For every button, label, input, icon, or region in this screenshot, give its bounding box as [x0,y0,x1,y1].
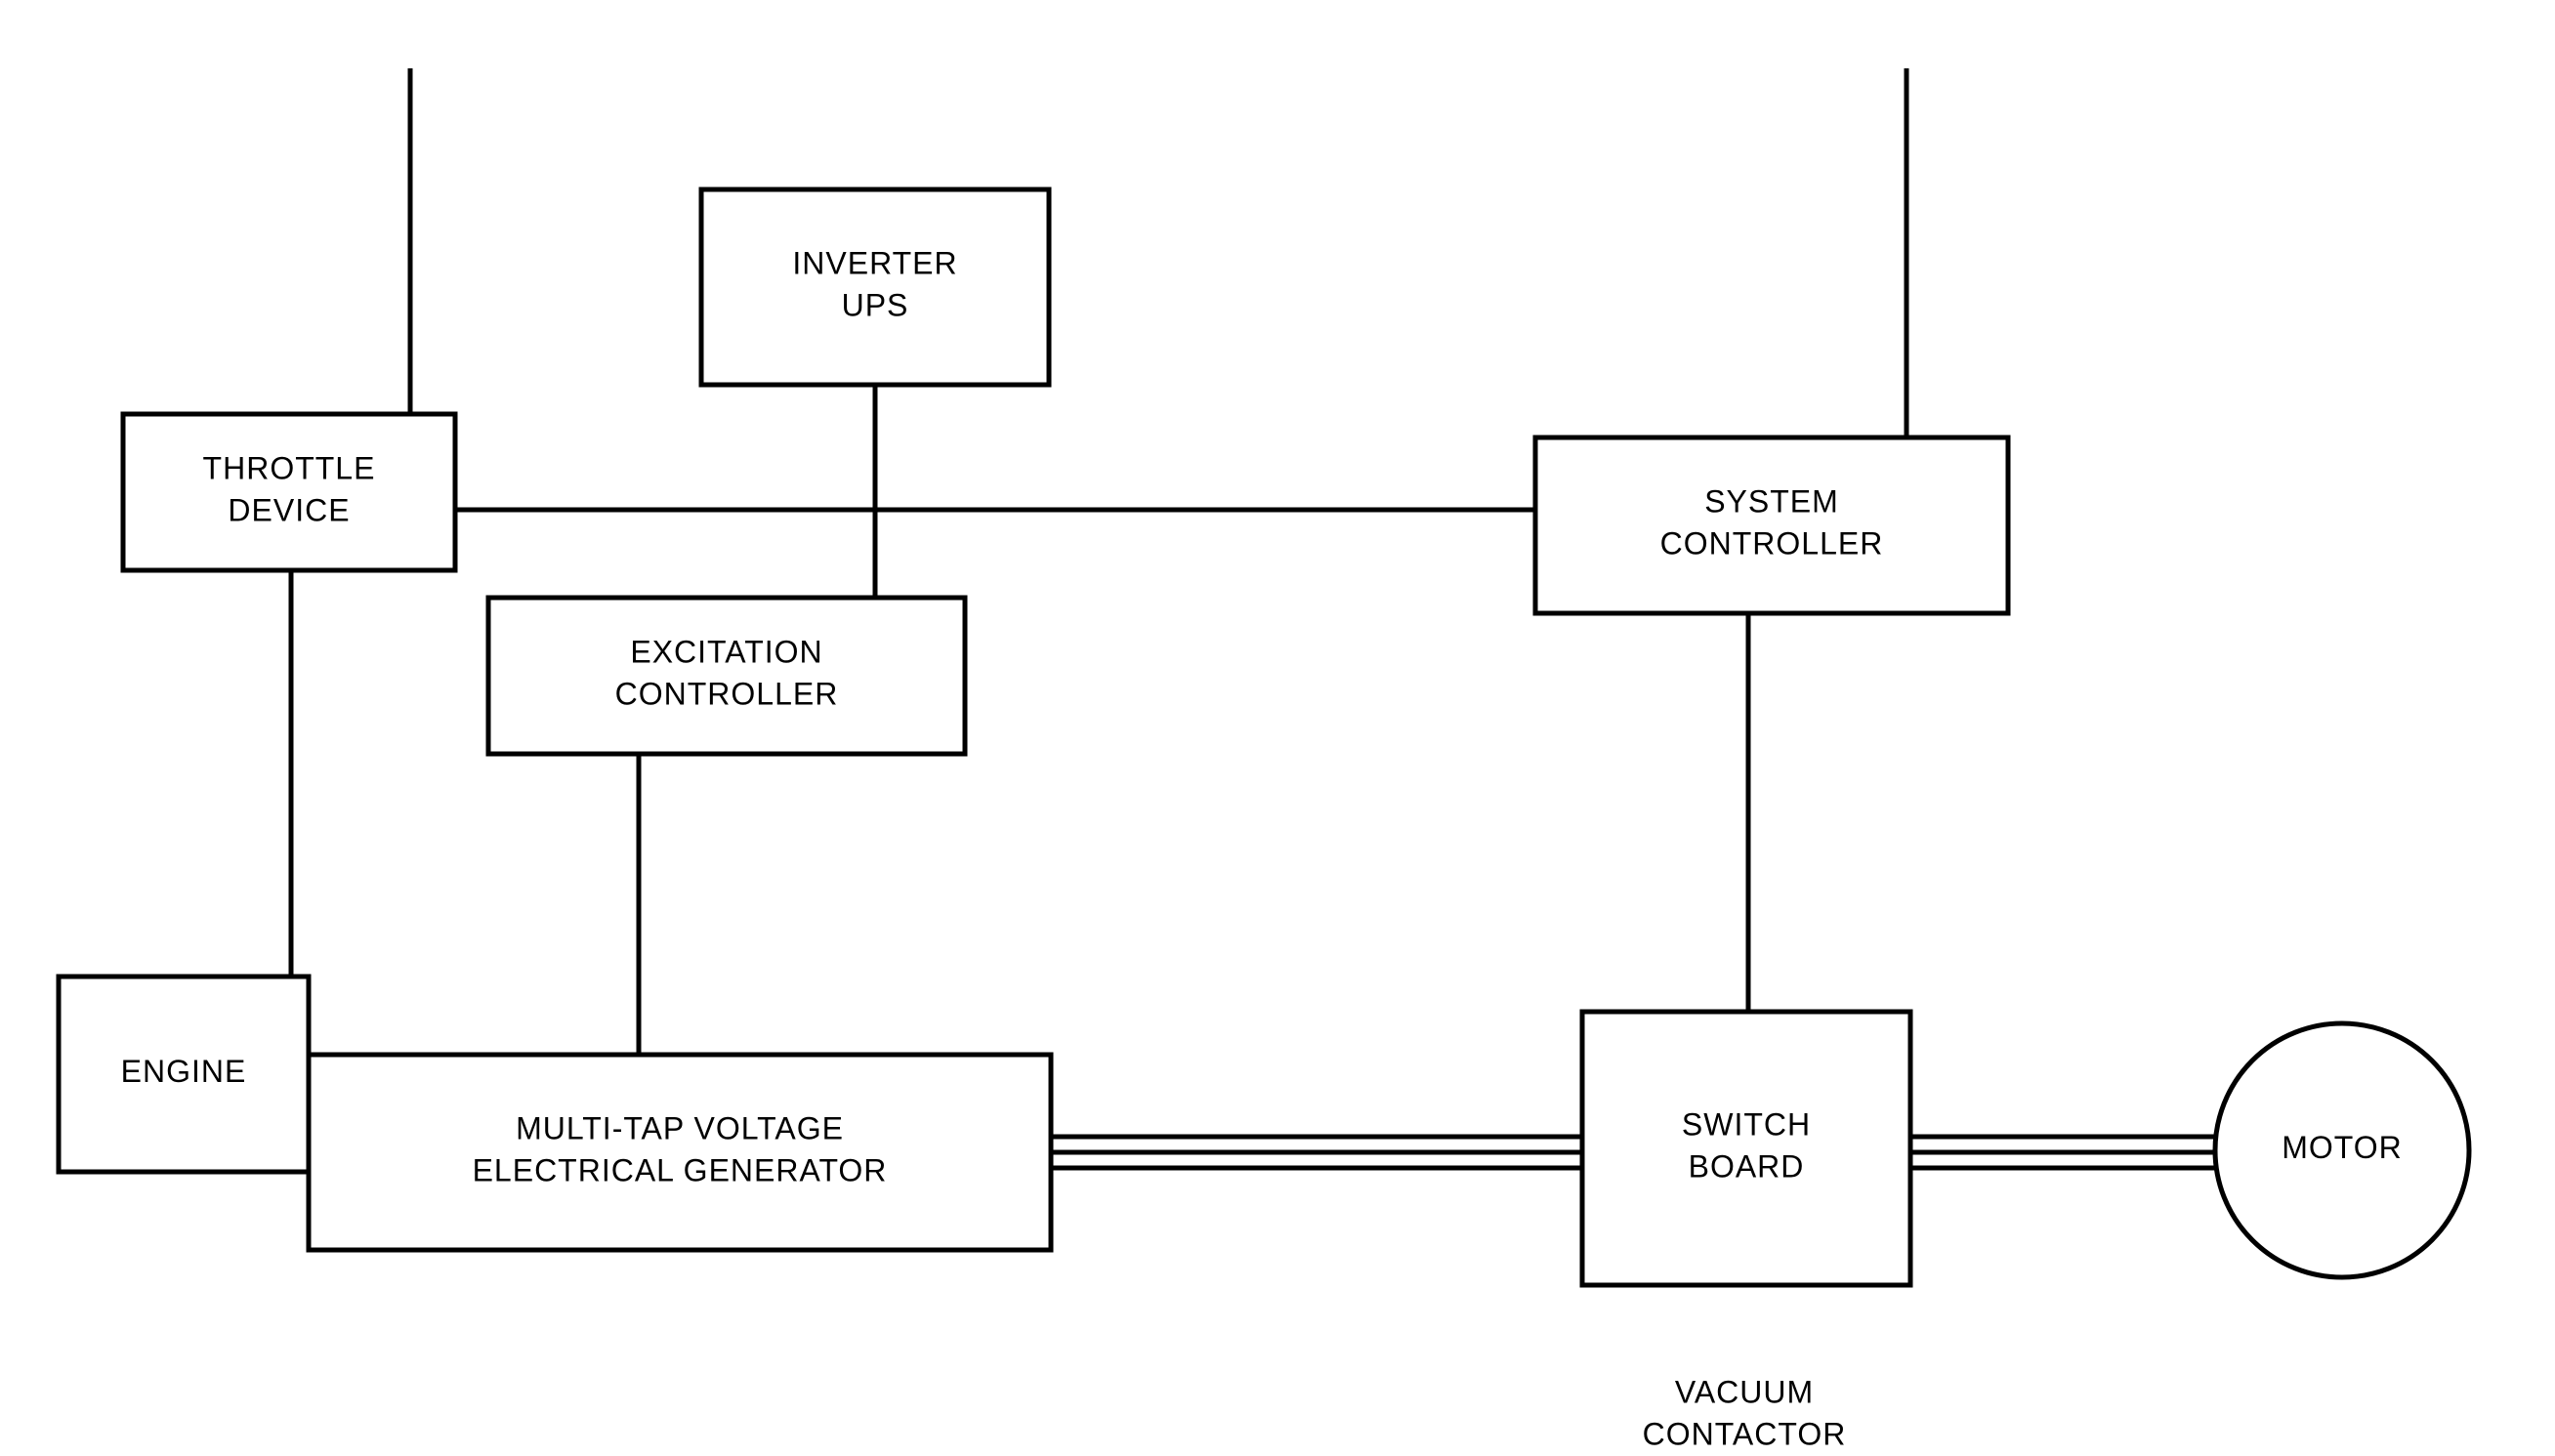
motor-label: MOTOR [2282,1130,2403,1165]
inverter-box [701,189,1049,385]
motor-node: MOTOR [2215,1023,2469,1277]
system_ctrl-box [1535,437,2008,613]
block-diagram: INVERTERUPS THROTTLEDEVICE SYSTEMCONTROLLE… [0,0,2555,1456]
switchboard-node: SWITCHBOARD [1582,1012,1910,1285]
throttle-node: THROTTLEDEVICE [123,414,455,570]
excitation-box [488,598,965,754]
throttle-box [123,414,455,570]
excitation-node: EXCITATIONCONTROLLER [488,598,965,754]
system_ctrl-node: SYSTEMCONTROLLER [1535,437,2008,613]
engine-node: ENGINE [59,977,309,1172]
generator-node: MULTI-TAP VOLTAGEELECTRICAL GENERATOR [309,1055,1051,1250]
switchboard-box [1582,1012,1910,1285]
engine-label: ENGINE [121,1054,247,1089]
generator-box [309,1055,1051,1250]
inverter-node: INVERTERUPS [701,189,1049,385]
